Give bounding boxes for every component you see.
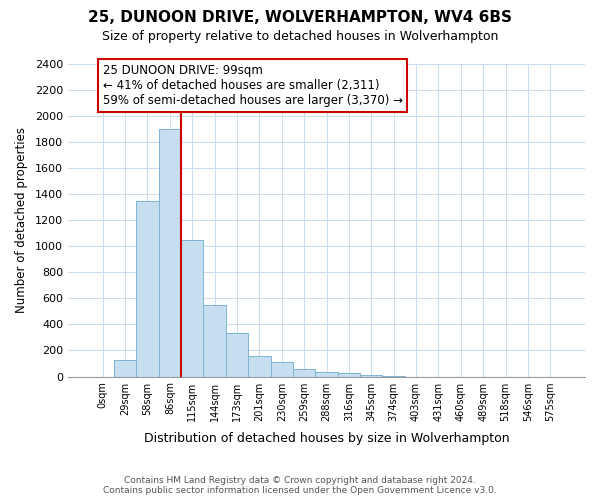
Bar <box>203 305 226 376</box>
Bar <box>293 368 316 376</box>
Text: Size of property relative to detached houses in Wolverhampton: Size of property relative to detached ho… <box>102 30 498 43</box>
Bar <box>114 360 136 376</box>
Bar <box>360 375 382 376</box>
Bar <box>136 202 158 376</box>
Bar <box>158 129 181 376</box>
Text: Contains HM Land Registry data © Crown copyright and database right 2024.
Contai: Contains HM Land Registry data © Crown c… <box>103 476 497 495</box>
Bar <box>248 356 271 376</box>
Bar <box>226 333 248 376</box>
Bar <box>338 374 360 376</box>
X-axis label: Distribution of detached houses by size in Wolverhampton: Distribution of detached houses by size … <box>144 432 509 445</box>
Bar <box>271 362 293 376</box>
Text: 25, DUNOON DRIVE, WOLVERHAMPTON, WV4 6BS: 25, DUNOON DRIVE, WOLVERHAMPTON, WV4 6BS <box>88 10 512 25</box>
Bar <box>181 240 203 376</box>
Text: 25 DUNOON DRIVE: 99sqm
← 41% of detached houses are smaller (2,311)
59% of semi-: 25 DUNOON DRIVE: 99sqm ← 41% of detached… <box>103 64 403 107</box>
Bar <box>316 372 338 376</box>
Y-axis label: Number of detached properties: Number of detached properties <box>15 128 28 314</box>
